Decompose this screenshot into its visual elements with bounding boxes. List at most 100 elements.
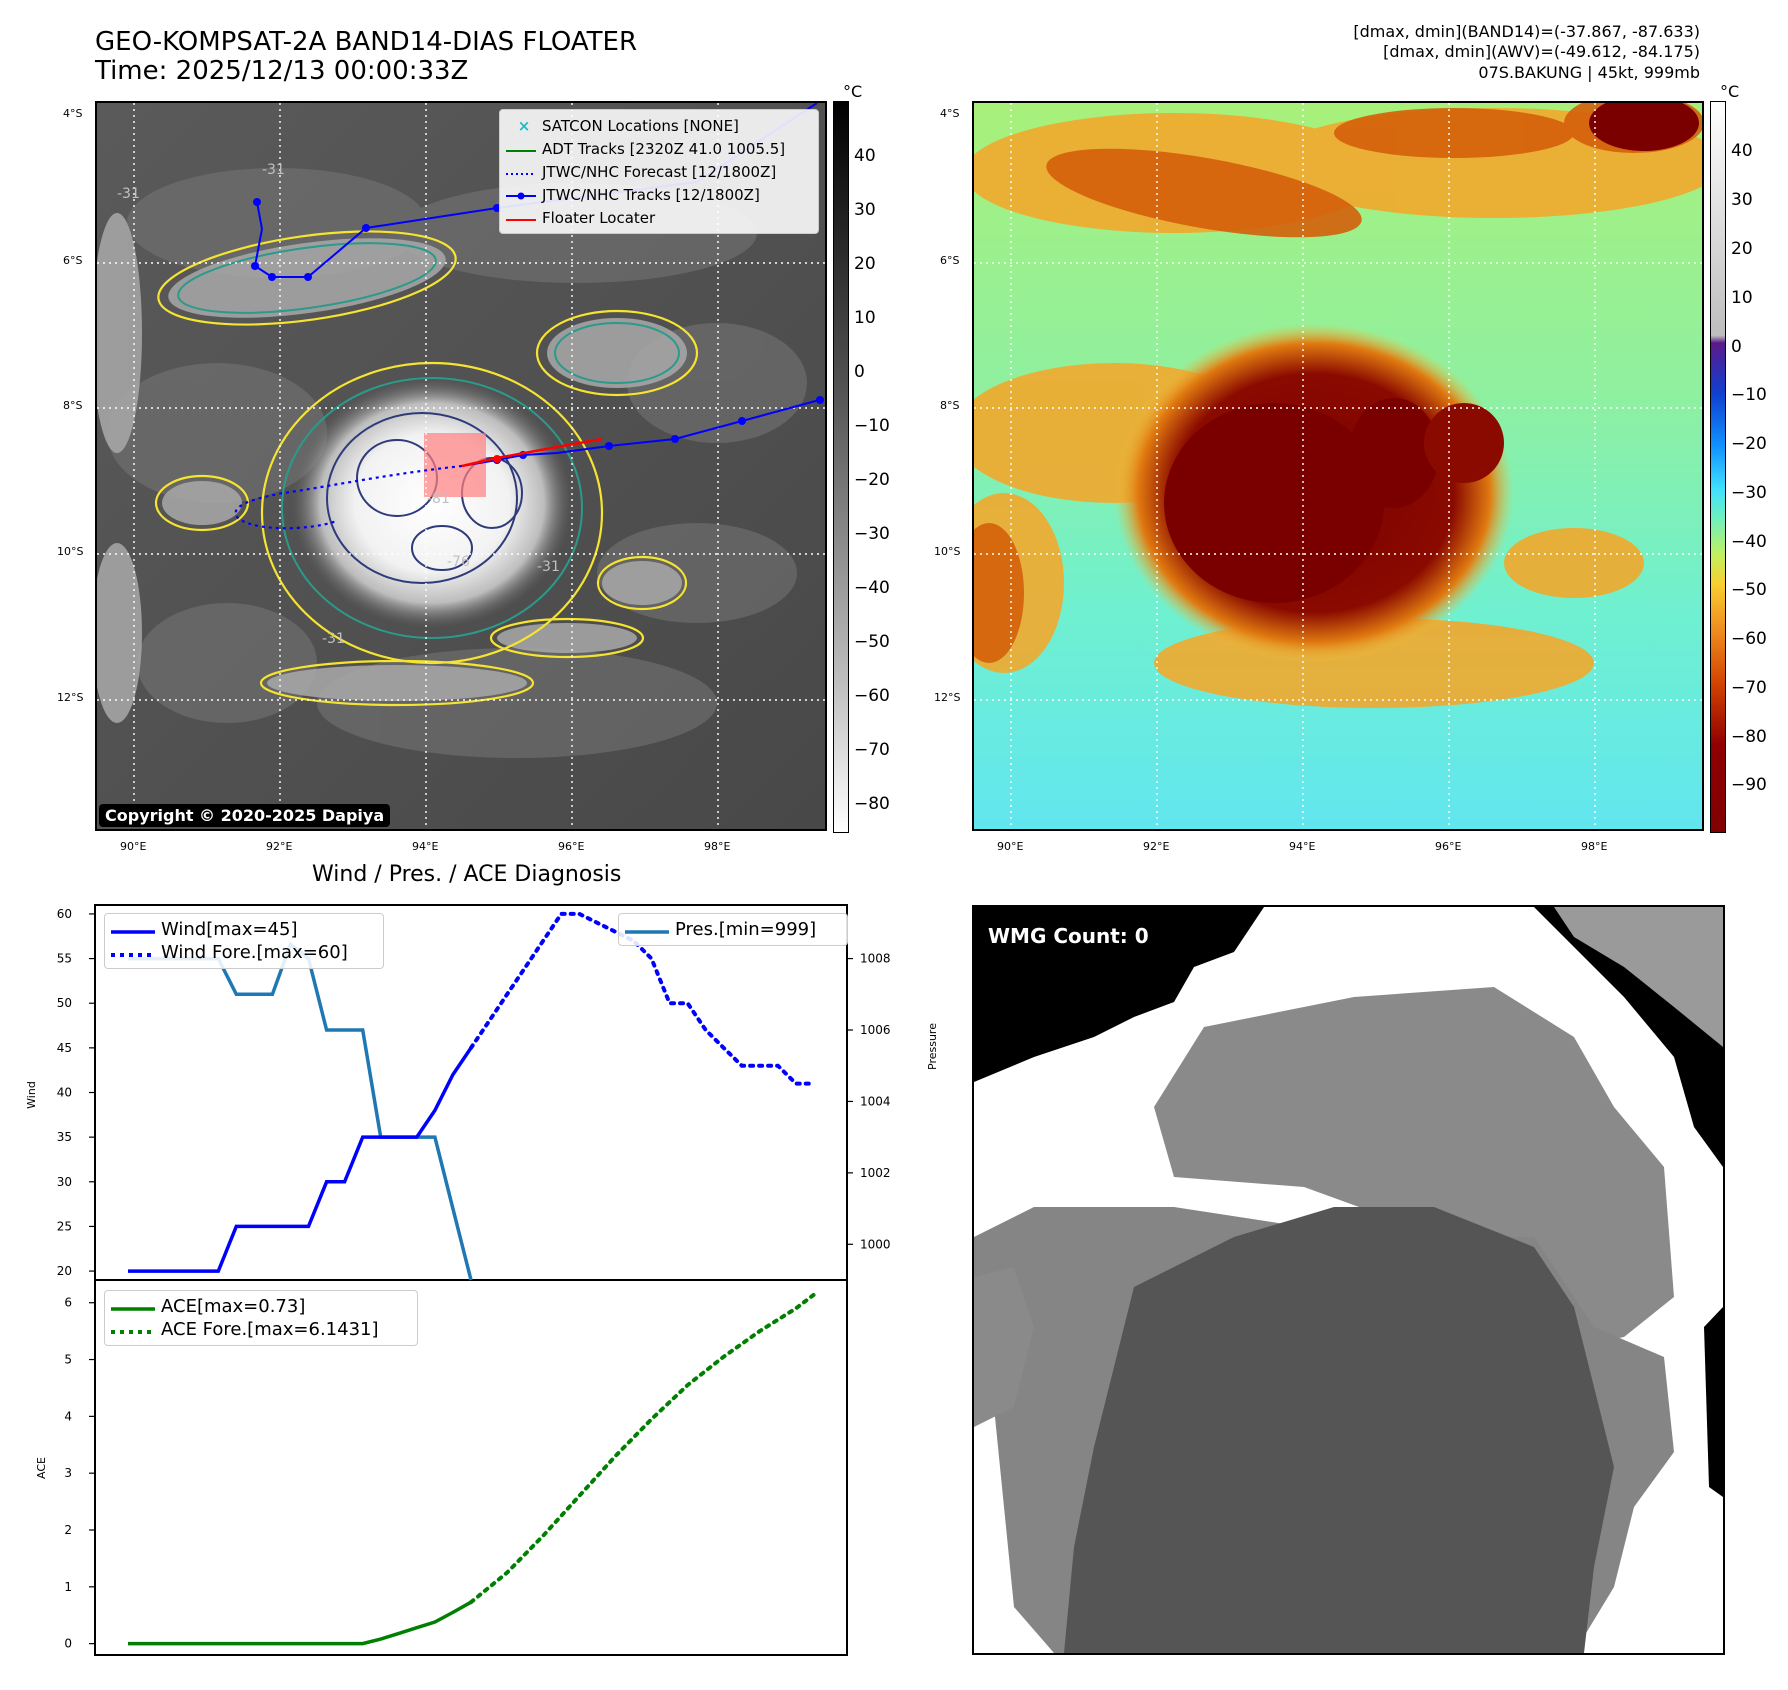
legend-label: SATCON Locations [NONE] [542,116,739,135]
lat-label: 4°S [63,107,83,120]
y-tick-label: 35 [57,1130,72,1144]
floater-box [424,433,486,497]
ace-forecast-line [469,1292,816,1605]
floater-locater-line [461,437,603,468]
lon-label: 94°E [412,840,439,853]
legend-item-pres: Pres.[min=999] [625,918,841,941]
ace-axis-label: ACE [35,1457,48,1479]
ace-line [128,1600,472,1646]
pressure-legend: Pres.[min=999] [618,913,848,946]
dmax-band14: [dmax, dmin](BAND14)=(-37.867, -87.633) [1353,22,1700,41]
wind-forecast-line [469,911,816,1086]
pressure-axis-label: Pressure [926,1023,939,1070]
y-tick-label: 1 [64,1580,72,1594]
ir-map-panel: -31 -31 -76 -81 -31 -31 × SATCON Locatio… [95,101,827,831]
cb-tick: −60 [854,686,890,706]
lat-label: 6°S [940,254,960,267]
solid-line-icon [111,1296,161,1317]
y-tick-label: 2 [64,1523,72,1537]
cb-tick: 40 [854,146,876,166]
legend-label: ADT Tracks [2320Z 41.0 1005.5] [542,139,786,158]
y-tick-label: 45 [57,1041,72,1055]
dotted-line-icon [111,942,161,963]
lon-label: 98°E [704,840,731,853]
cb-tick: −80 [1731,727,1767,747]
y-tick-label: 20 [57,1264,72,1278]
lon-label: 90°E [120,840,147,853]
cb-tick: 30 [1731,190,1753,210]
legend-item-wind-fore: Wind Fore.[max=60] [111,941,377,964]
contour-label-4: -81 [427,491,450,507]
wind-legend: Wind[max=45] Wind Fore.[max=60] [104,913,384,969]
contour-label-6: -31 [322,631,345,647]
ace-legend: ACE[max=0.73] ACE Fore.[max=6.1431] [104,1290,418,1346]
legend-item-ace-fore: ACE Fore.[max=6.1431] [111,1318,411,1341]
colorbar-left-unit: °C [843,82,863,101]
storm-info: 07S.BAKUNG | 45kt, 999mb [1478,63,1700,82]
lon-label: 90°E [997,840,1024,853]
solid-line-icon [506,209,542,227]
lat-label: 6°S [63,254,83,267]
y-tick-label: 25 [57,1219,72,1233]
legend-item-floater: Floater Locater [506,206,812,229]
legend-item-adt: ADT Tracks [2320Z 41.0 1005.5] [506,137,812,160]
awv-gridlines [974,103,1702,829]
lon-label: 94°E [1289,840,1316,853]
legend-item-satcon: × SATCON Locations [NONE] [506,114,812,137]
legend-label: ACE[max=0.73] [161,1296,306,1317]
y-tick-label: 60 [57,907,72,921]
legend-label: Floater Locater [542,208,656,227]
y-tick-label: 55 [57,952,72,966]
diagnosis-title: Wind / Pres. / ACE Diagnosis [312,862,622,887]
wmg-count-badge: WMG Count: 0 [980,921,1157,951]
lon-label: 96°E [1435,840,1462,853]
cb-tick: 20 [1731,239,1753,259]
y-tick-label: 1002 [860,1166,891,1180]
contour-yellow [154,230,699,707]
contour-label-2: -31 [117,186,140,202]
colorbar-left [833,101,849,833]
y-tick-label: 6 [64,1296,72,1310]
cb-tick: −40 [1731,532,1767,552]
dotted-line-icon [111,1319,161,1340]
cb-tick: −90 [1731,775,1767,795]
x-marker-icon: × [517,116,531,135]
jtwc-track-lower [461,398,824,467]
y-tick-label: 40 [57,1086,72,1100]
dotted-line-icon [506,163,542,181]
cb-tick: −10 [1731,385,1767,405]
copyright-badge: Copyright © 2020-2025 Dapiya [99,804,391,827]
cb-tick: −10 [854,416,890,436]
chart-time: Time: 2025/12/13 00:00:33Z [95,56,469,86]
wmg-svg [974,907,1723,1653]
lat-label: 4°S [940,107,960,120]
lat-label: 10°S [57,545,84,558]
legend-label: Wind[max=45] [161,919,298,940]
chart-title: GEO-KOMPSAT-2A BAND14-DIAS FLOATER [95,27,638,57]
cb-tick: −60 [1731,629,1767,649]
y-tick-label: 1008 [860,952,891,966]
legend-label: Wind Fore.[max=60] [161,942,348,963]
contour-label-5: -31 [537,559,560,575]
cb-tick: 10 [1731,288,1753,308]
cb-tick: 0 [854,362,865,382]
cb-tick: 40 [1731,141,1753,161]
y-tick-label: 3 [64,1466,72,1480]
y-tick-label: 4 [64,1409,72,1423]
legend-item-jtwc-forecast: JTWC/NHC Forecast [12/1800Z] [506,160,812,183]
cb-tick: 0 [1731,337,1742,357]
lon-label: 96°E [558,840,585,853]
legend-label: JTWC/NHC Tracks [12/1800Z] [542,185,760,204]
legend-item-ace: ACE[max=0.73] [111,1295,411,1318]
legend-item-jtwc-tracks: JTWC/NHC Tracks [12/1800Z] [506,183,812,206]
wind-line [128,1046,473,1273]
colorbar-right [1710,101,1726,833]
lat-label: 12°S [934,691,961,704]
cb-tick: −70 [1731,678,1767,698]
lat-label: 12°S [57,691,84,704]
y-tick-label: 1004 [860,1094,891,1108]
cb-tick: −80 [854,794,890,814]
cb-tick: −40 [854,578,890,598]
y-tick-label: 0 [64,1637,72,1651]
